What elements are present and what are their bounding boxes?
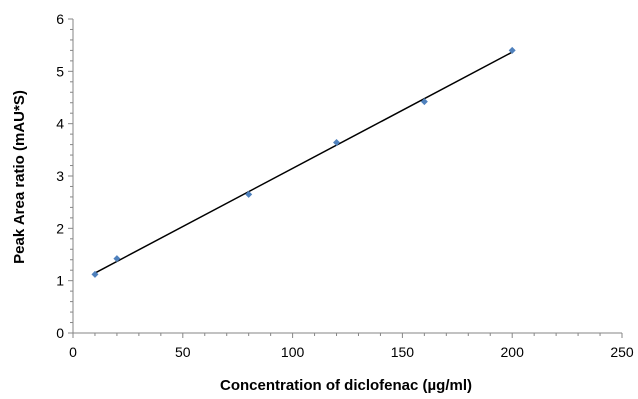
y-tick-label: 6 bbox=[56, 11, 64, 27]
data-point bbox=[245, 190, 253, 198]
x-tick-label: 50 bbox=[175, 344, 191, 360]
data-points bbox=[91, 46, 516, 278]
y-tick-label: 2 bbox=[56, 220, 64, 236]
data-point bbox=[508, 46, 516, 54]
data-point bbox=[113, 255, 121, 263]
x-tick-label: 250 bbox=[610, 344, 634, 360]
data-point bbox=[91, 270, 99, 278]
y-axis-title: Peak Area ratio (mAU*S) bbox=[11, 90, 28, 264]
trendline-layer bbox=[94, 51, 513, 274]
y-tick-label: 4 bbox=[56, 116, 64, 132]
x-tick-label: 100 bbox=[281, 344, 305, 360]
data-point bbox=[420, 98, 428, 106]
axes: 0 1 2 3 4 5 6 0 50 100 150 200 250 bbox=[56, 11, 634, 360]
y-tick-label: 3 bbox=[56, 168, 64, 184]
x-tick-label: 150 bbox=[391, 344, 415, 360]
x-axis-title: Concentration of diclofenac (µg/ml) bbox=[220, 377, 472, 394]
y-tick-label: 1 bbox=[56, 273, 64, 289]
data-point bbox=[333, 139, 341, 147]
y-tick-label: 5 bbox=[56, 63, 64, 79]
x-tick-label: 200 bbox=[501, 344, 525, 360]
y-tick-label: 0 bbox=[56, 325, 64, 341]
x-tick-label: 0 bbox=[69, 344, 77, 360]
trendline bbox=[94, 51, 513, 274]
